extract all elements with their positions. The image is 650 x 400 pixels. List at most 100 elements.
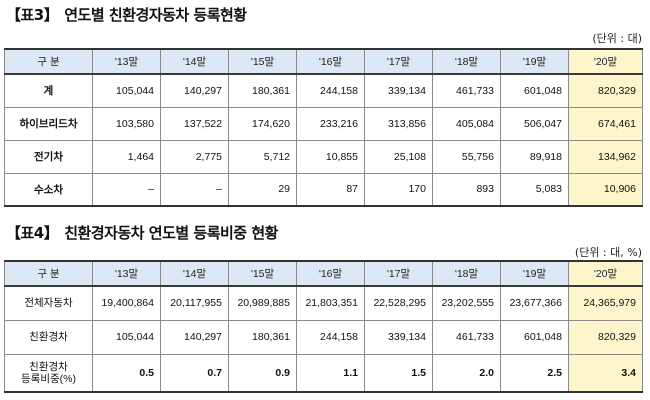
cell: 313,856: [364, 106, 433, 141]
table2-title: 【표4】 친환경자동차 연도별 등록비중 현황: [6, 222, 278, 243]
cell: 0.9: [228, 353, 297, 393]
table1-tag: 【표3】: [6, 6, 59, 24]
row-label: 친환경차 등록비중(%): [4, 353, 93, 393]
cell: 10,855: [296, 139, 365, 174]
cell: 601,048: [500, 319, 569, 355]
cell: 22,528,295: [364, 285, 433, 321]
cell: 5,083: [500, 172, 569, 207]
cell: 140,297: [160, 73, 229, 108]
table2-year: '13말: [92, 260, 161, 287]
row-label: 수소차: [4, 172, 93, 207]
table-row: 친환경차 105,044 140,297 180,361 244,158 339…: [4, 319, 643, 355]
cell: –: [160, 172, 229, 207]
cell: 1.5: [364, 353, 433, 393]
table1-year: '20말: [568, 48, 643, 75]
cell: 55,756: [432, 139, 501, 174]
cell: 3.4: [568, 353, 643, 393]
cell: 2.0: [432, 353, 501, 393]
table1-year: '19말: [500, 48, 569, 75]
cell: 134,962: [568, 139, 643, 174]
table-row: 계 105,044 140,297 180,361 244,158 339,13…: [4, 73, 643, 108]
table1-header-row: 구 분 '13말 '14말 '15말 '16말 '17말 '18말 '19말 '…: [4, 48, 643, 75]
table-row: 전기차 1,464 2,775 5,712 10,855 25,108 55,7…: [4, 139, 643, 174]
table1-header-label: 구 분: [4, 48, 93, 75]
cell: 20,117,955: [160, 285, 229, 321]
cell: 25,108: [364, 139, 433, 174]
cell: 0.7: [160, 353, 229, 393]
cell: 89,918: [500, 139, 569, 174]
table1-year: '15말: [228, 48, 297, 75]
table-row: 수소차 – – 29 87 170 893 5,083 10,906: [4, 172, 643, 207]
row-label-line2: 등록비중(%): [21, 372, 76, 385]
cell: 820,329: [568, 73, 643, 108]
cell: 0.5: [92, 353, 161, 393]
row-label: 전기차: [4, 139, 93, 174]
cell: 137,522: [160, 106, 229, 141]
table1-title-text: 연도별 친환경자동차 등록현황: [64, 6, 247, 24]
cell: 339,134: [364, 73, 433, 108]
cell: 2,775: [160, 139, 229, 174]
table-row: 하이브리드차 103,580 137,522 174,620 233,216 3…: [4, 106, 643, 141]
row-label: 하이브리드차: [4, 106, 93, 141]
cell: 601,048: [500, 73, 569, 108]
table2-year: '20말: [568, 260, 643, 287]
cell: 339,134: [364, 319, 433, 355]
row-label: 전체자동차: [4, 285, 93, 321]
cell: 1,464: [92, 139, 161, 174]
table1-year: '17말: [364, 48, 433, 75]
table2-header-row: 구 분 '13말 '14말 '15말 '16말 '17말 '18말 '19말 '…: [4, 260, 643, 287]
table2-year: '16말: [296, 260, 365, 287]
cell: 674,461: [568, 106, 643, 141]
table2-unit: (단위 : 대, %): [574, 246, 642, 259]
table1: 구 분 '13말 '14말 '15말 '16말 '17말 '18말 '19말 '…: [4, 48, 643, 207]
cell: 1.1: [296, 353, 365, 393]
cell: 103,580: [92, 106, 161, 141]
cell: 461,733: [432, 73, 501, 108]
row-label: 계: [4, 73, 93, 108]
table-row: 친환경차 등록비중(%) 0.5 0.7 0.9 1.1 1.5 2.0 2.5…: [4, 353, 643, 393]
table2: 구 분 '13말 '14말 '15말 '16말 '17말 '18말 '19말 '…: [4, 260, 643, 393]
table2-year: '17말: [364, 260, 433, 287]
cell: 140,297: [160, 319, 229, 355]
cell: 244,158: [296, 73, 365, 108]
cell: 29: [228, 172, 297, 207]
cell: –: [92, 172, 161, 207]
table1-title: 【표3】 연도별 친환경자동차 등록현황: [6, 4, 247, 25]
cell: 23,677,366: [500, 285, 569, 321]
table2-tag: 【표4】: [6, 224, 59, 242]
table1-unit: (단위 : 대): [592, 32, 642, 45]
cell: 170: [364, 172, 433, 207]
cell: 893: [432, 172, 501, 207]
cell: 820,329: [568, 319, 643, 355]
table2-year: '18말: [432, 260, 501, 287]
table2-year: '14말: [160, 260, 229, 287]
row-label-line1: 친환경차: [29, 360, 68, 373]
cell: 20,989,885: [228, 285, 297, 321]
cell: 105,044: [92, 73, 161, 108]
cell: 23,202,555: [432, 285, 501, 321]
table2-year: '19말: [500, 260, 569, 287]
cell: 506,047: [500, 106, 569, 141]
cell: 405,084: [432, 106, 501, 141]
table1-year: '16말: [296, 48, 365, 75]
cell: 19,400,864: [92, 285, 161, 321]
cell: 2.5: [500, 353, 569, 393]
cell: 21,803,351: [296, 285, 365, 321]
table2-title-text: 친환경자동차 연도별 등록비중 현황: [64, 224, 278, 242]
table1-year: '18말: [432, 48, 501, 75]
cell: 105,044: [92, 319, 161, 355]
cell: 5,712: [228, 139, 297, 174]
cell: 10,906: [568, 172, 643, 207]
cell: 24,365,979: [568, 285, 643, 321]
table-row: 전체자동차 19,400,864 20,117,955 20,989,885 2…: [4, 285, 643, 321]
table2-header-label: 구 분: [4, 260, 93, 287]
cell: 180,361: [228, 319, 297, 355]
cell: 233,216: [296, 106, 365, 141]
cell: 461,733: [432, 319, 501, 355]
cell: 180,361: [228, 73, 297, 108]
table1-year: '13말: [92, 48, 161, 75]
cell: 87: [296, 172, 365, 207]
cell: 244,158: [296, 319, 365, 355]
table2-year: '15말: [228, 260, 297, 287]
row-label: 친환경차: [4, 319, 93, 355]
